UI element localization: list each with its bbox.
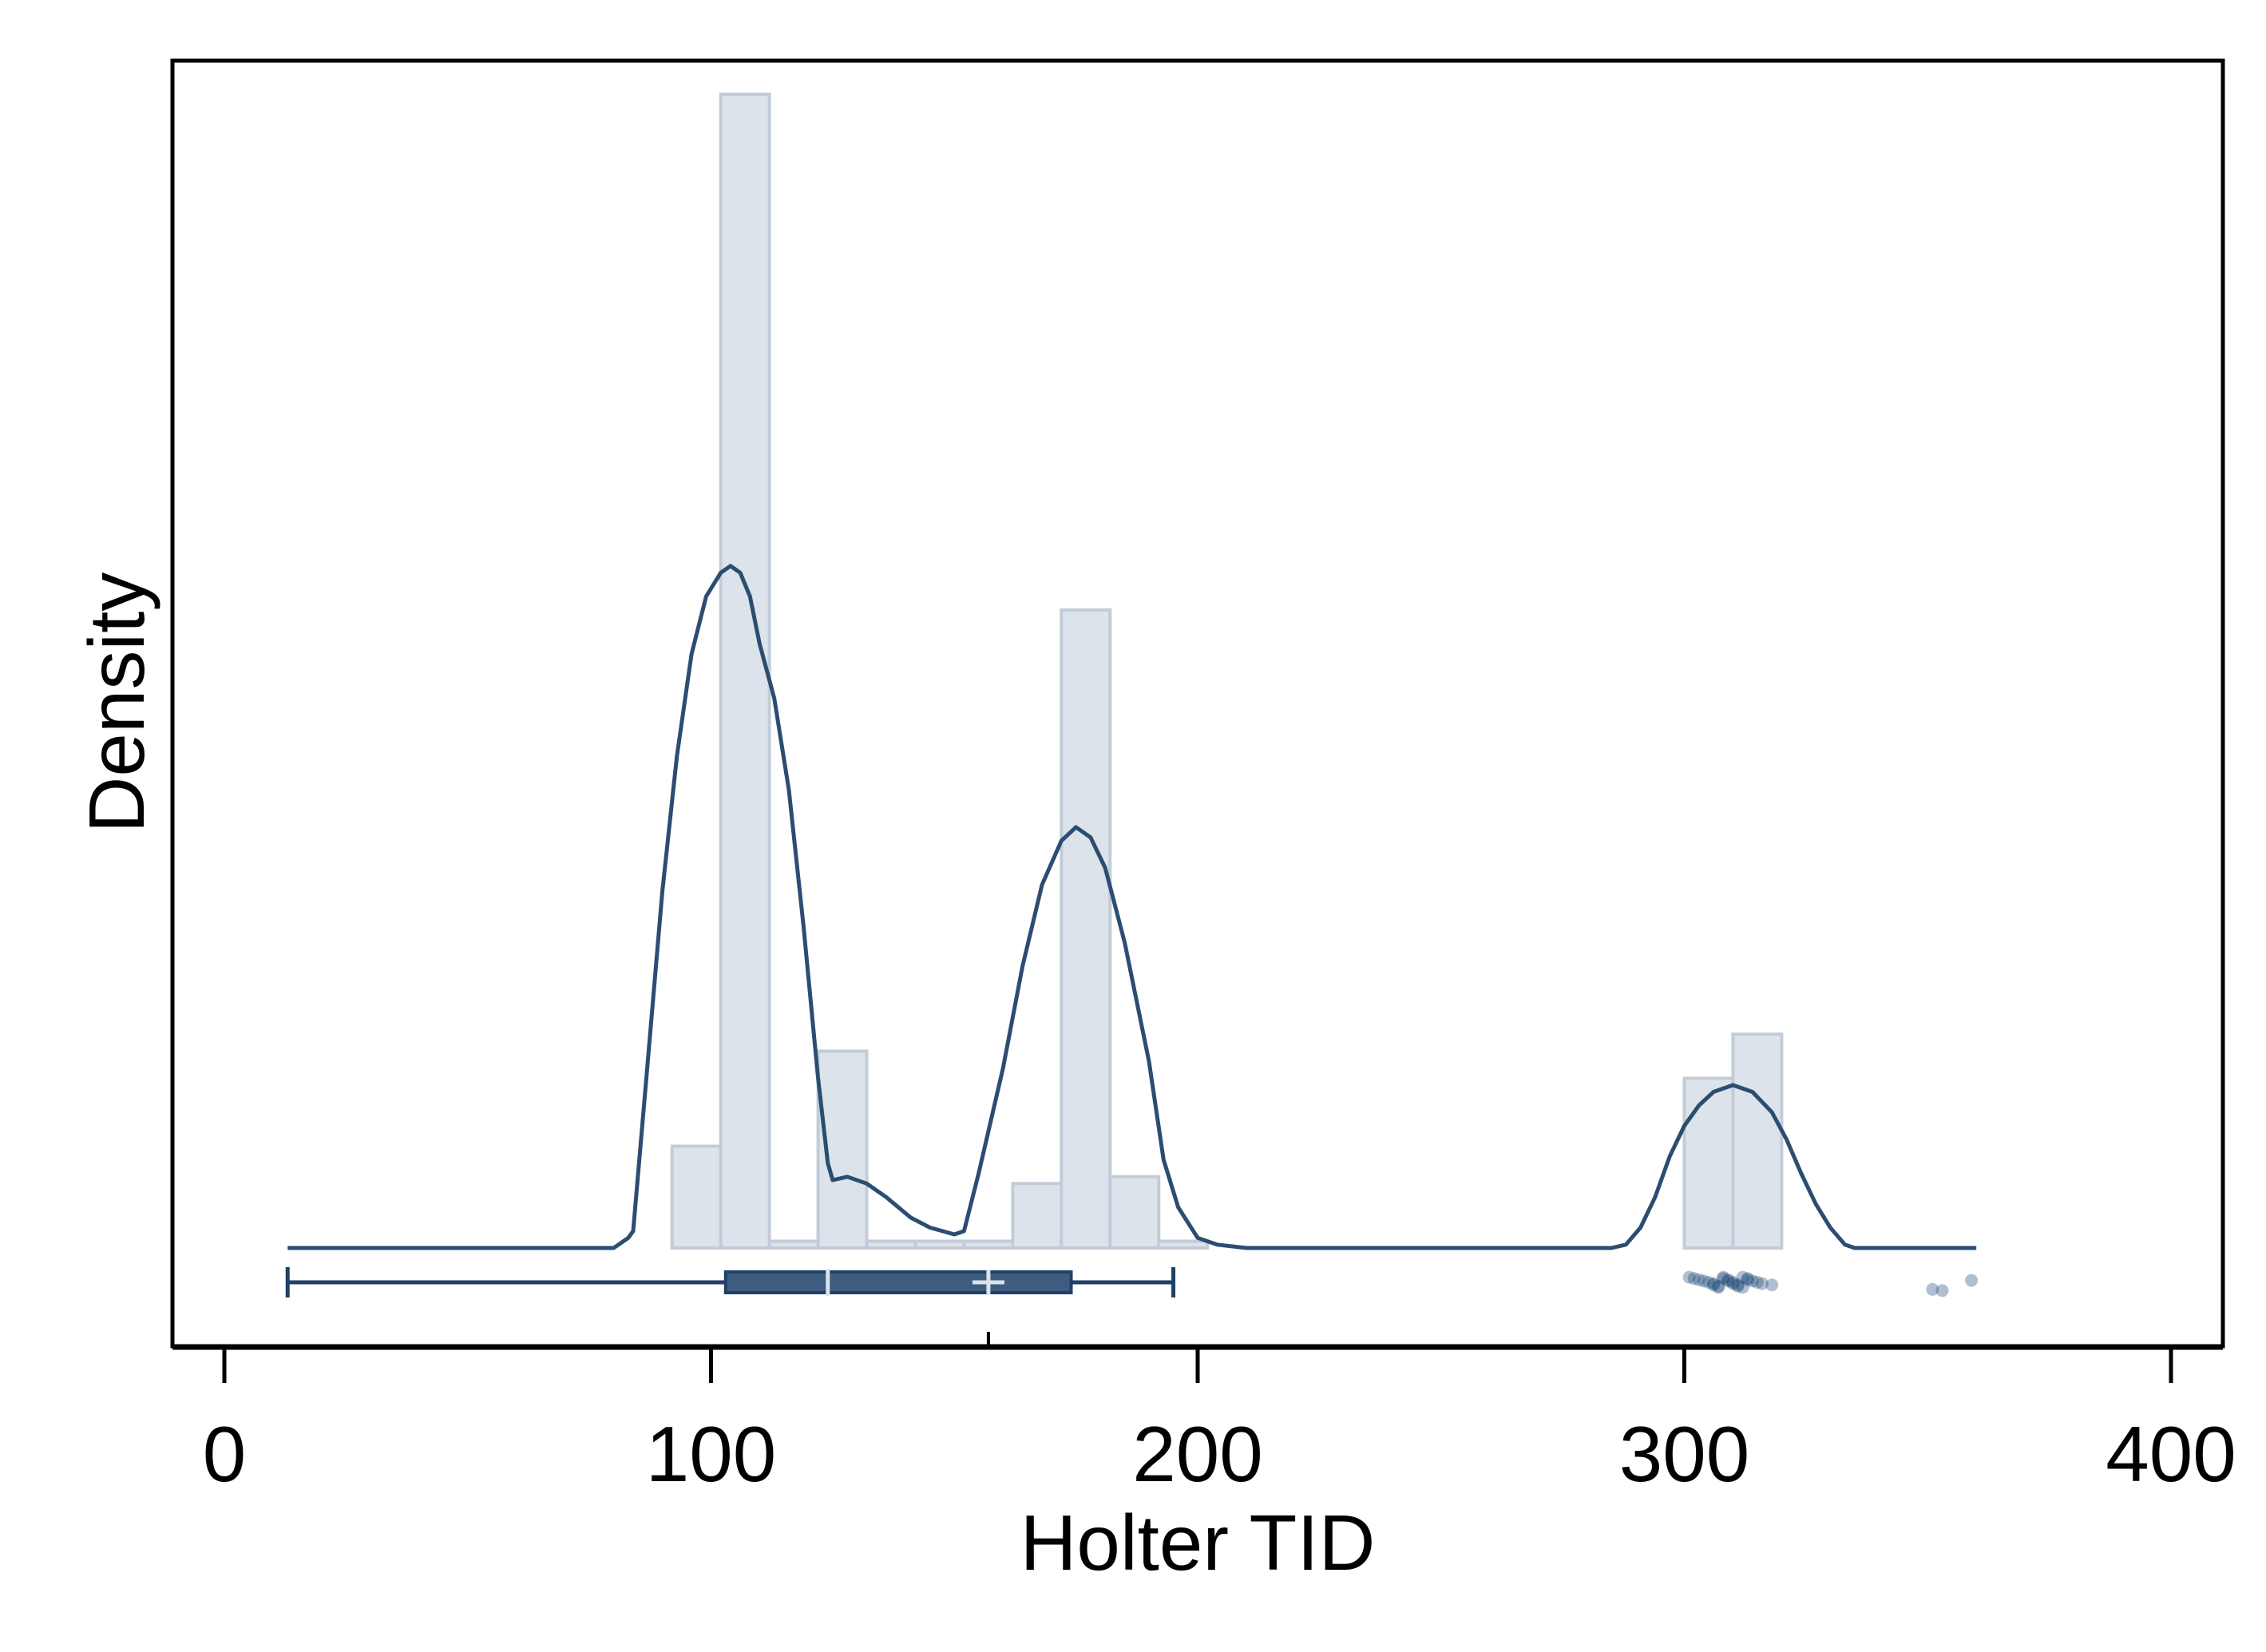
outlier-point-17 (1736, 1281, 1749, 1294)
histogram-bar-0 (670, 1144, 723, 1250)
outlier-point-9 (1717, 1270, 1730, 1284)
histogram-bars (670, 93, 1784, 1250)
histogram-bar-8 (1060, 608, 1112, 1250)
outlier-point-14 (1726, 1277, 1740, 1290)
x-tick-label-0: 0 (203, 1410, 247, 1498)
histogram-bar-3 (816, 1049, 869, 1250)
x-axis: 0 100 200 300 400 (172, 1332, 2236, 1498)
histogram-bar-11 (1682, 1076, 1735, 1250)
histogram-bar-12 (1731, 1032, 1784, 1250)
x-axis-label: Holter TID (1020, 1499, 1376, 1587)
outlier-point-23 (1756, 1277, 1769, 1290)
outlier-point-7 (1712, 1279, 1725, 1293)
histogram-bar-1 (719, 93, 771, 1250)
outlier-point-26 (1935, 1284, 1949, 1297)
histogram-bar-2 (767, 1239, 820, 1250)
x-tick-label-400: 400 (2106, 1410, 2236, 1498)
boxplot-layer (285, 1267, 1176, 1297)
outlier-point-18 (1736, 1270, 1749, 1284)
x-tick-label-200: 200 (1132, 1410, 1263, 1498)
outlier-point-27 (1965, 1274, 1979, 1287)
outlier-point-4 (1701, 1276, 1715, 1289)
outlier-point-12 (1721, 1274, 1735, 1288)
outlier-point-1 (1687, 1272, 1701, 1286)
x-tick-label-100: 100 (646, 1410, 777, 1498)
histogram-bar-5 (913, 1239, 966, 1250)
density-curve (287, 564, 1977, 1250)
x-tick-label-300: 300 (1619, 1410, 1750, 1498)
outlier-point-3 (1697, 1274, 1710, 1288)
outlier-point-20 (1741, 1273, 1754, 1286)
outlier-point-11 (1721, 1273, 1735, 1286)
y-axis-label: Density (73, 572, 160, 834)
outlier-point-24 (1765, 1278, 1779, 1292)
boxplot-box (723, 1270, 1073, 1294)
outlier-point-22 (1750, 1276, 1764, 1289)
outlier-point-16 (1731, 1279, 1745, 1293)
histogram-bar-10 (1157, 1239, 1210, 1250)
outlier-point-0 (1682, 1270, 1696, 1284)
histogram-bar-7 (1011, 1182, 1064, 1250)
outlier-point-21 (1745, 1274, 1759, 1288)
outlier-point-8 (1712, 1281, 1725, 1294)
histogram-bar-6 (962, 1239, 1015, 1250)
outlier-point-2 (1692, 1273, 1705, 1286)
histogram-bar-9 (1108, 1175, 1161, 1250)
outlier-points (1682, 1270, 1979, 1297)
outlier-point-13 (1726, 1276, 1740, 1289)
outlier-point-19 (1741, 1272, 1754, 1286)
histogram-bar-4 (865, 1239, 917, 1250)
density-curve-layer (287, 564, 1977, 1250)
outlier-point-10 (1717, 1272, 1730, 1286)
outlier-point-15 (1731, 1278, 1745, 1292)
outlier-point-25 (1926, 1282, 1939, 1296)
outlier-point-5 (1707, 1277, 1721, 1290)
outlier-point-6 (1707, 1278, 1721, 1292)
